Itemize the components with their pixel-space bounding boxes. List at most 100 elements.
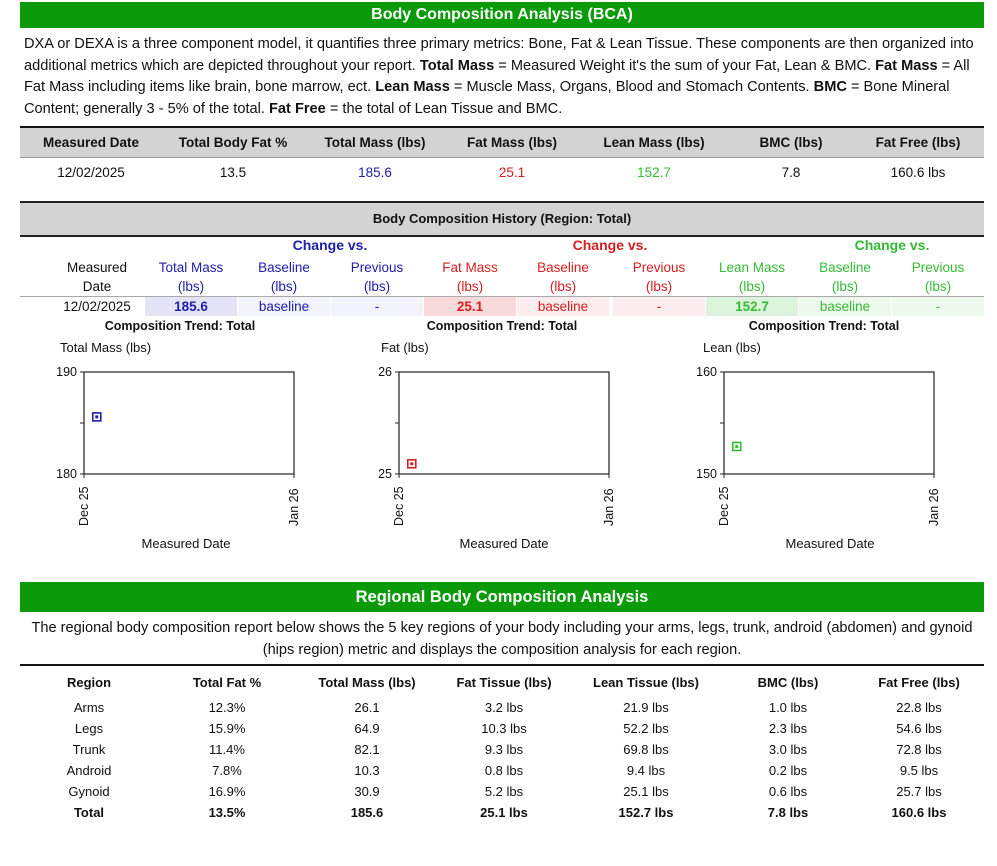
intro-paragraph: DXA or DEXA is a three component model, … <box>24 36 974 117</box>
x-tick-label: Dec 25 <box>392 486 406 526</box>
history-col-fat-baseline: Baseline (lbs) <box>537 260 589 294</box>
plot-frame <box>398 371 610 475</box>
x-tick-label: Jan 26 <box>927 488 941 526</box>
regional-cell-total-mass: 30.9 <box>354 784 380 799</box>
regional-cell-total-fat: 12.3% <box>208 700 246 715</box>
history-lean-previous: - <box>892 297 984 316</box>
y-tick-label: 150 <box>696 467 717 481</box>
history-col-date: Measured Date <box>66 260 128 294</box>
regional-cell-region: Trunk <box>72 742 106 757</box>
table-row: Legs 15.9% 64.9 10.3 lbs 52.2 lbs 2.3 lbs 54.6… <box>20 718 984 739</box>
summary-date: 12/02/2025 <box>57 164 125 180</box>
regional-header-row: Region Total Fat % Total Mass (lbs) Fat … <box>20 665 984 697</box>
regional-cell-bmc: 1.0 lbs <box>768 700 808 715</box>
regional-cell-fat-free: 160.6 lbs <box>891 805 947 820</box>
history-col-fat: Fat Mass (lbs) <box>442 260 498 294</box>
history-fat-baseline: baseline <box>517 297 609 316</box>
x-tick-label: Dec 25 <box>77 486 91 526</box>
regional-cell-total-mass: 82.1 <box>354 742 380 757</box>
summary-fat-mass: 25.1 <box>498 164 526 180</box>
history-total-baseline: baseline <box>238 297 330 316</box>
regional-cell-fat-tissue: 0.8 lbs <box>484 763 524 778</box>
history-divider <box>20 296 984 297</box>
chart-ylabel-fat: Fat (lbs) <box>381 340 429 355</box>
history-col-total: Total Mass (lbs) <box>158 260 224 294</box>
regional-cell-bmc: 3.0 lbs <box>768 742 808 757</box>
regional-cell-lean-tissue: 25.1 lbs <box>623 784 669 799</box>
chart-xlabel-fat: Measured Date <box>459 536 549 551</box>
regional-cell-fat-tissue: 9.3 lbs <box>484 742 524 757</box>
change-vs-lean: Change vs. <box>854 237 930 253</box>
summary-body-fat: 13.5 <box>219 164 247 180</box>
regional-cell-bmc: 0.6 lbs <box>768 784 808 799</box>
history-total-previous: - <box>331 297 423 316</box>
history-col-lean: Lean Mass (lbs) <box>718 260 786 294</box>
summary-row: 12/02/2025 13.5 185.6 25.1 152.7 7.8 160… <box>20 158 984 187</box>
regional-cell-total-mass: 185.6 <box>350 805 384 820</box>
regional-cell-fat-free: 22.8 lbs <box>896 700 942 715</box>
history-col-lean-baseline: Baseline (lbs) <box>819 260 871 294</box>
reg-col-total-fat: Total Fat % <box>192 674 262 690</box>
regional-cell-region: Total <box>73 805 105 820</box>
regional-cell-lean-tissue: 52.2 lbs <box>623 721 669 736</box>
data-point-center <box>735 444 739 448</box>
history-fat-previous: - <box>613 297 705 316</box>
col-total-mass: Total Mass (lbs) <box>304 126 446 158</box>
summary-table: Measured Date Total Body Fat % Total Mas… <box>20 126 984 186</box>
regional-cell-lean-tissue: 152.7 lbs <box>618 805 674 820</box>
regional-cell-total-mass: 10.3 <box>354 763 380 778</box>
history-lean-baseline: baseline <box>799 297 891 316</box>
regional-cell-fat-free: 72.8 lbs <box>896 742 942 757</box>
regional-cell-region: Android <box>66 763 112 778</box>
regional-cell-fat-free: 54.6 lbs <box>896 721 942 736</box>
change-vs-fat: Change vs. <box>572 237 648 253</box>
regional-table: Region Total Fat % Total Mass (lbs) Fat … <box>20 664 984 823</box>
regional-cell-fat-free: 9.5 lbs <box>899 763 939 778</box>
col-fat-free: Fat Free (lbs) <box>852 126 984 158</box>
summary-fat-free: 160.6 lbs <box>890 164 946 180</box>
summary-total-mass: 185.6 <box>358 164 392 180</box>
y-tick-label: 160 <box>696 365 717 379</box>
y-tick-label: 25 <box>378 467 392 481</box>
chart-title-fat: Composition Trend: Total <box>426 319 578 333</box>
chart-xlabel-lean: Measured Date <box>785 536 875 551</box>
regional-title: Regional Body Composition Analysis <box>20 582 984 612</box>
y-tick-label: 190 <box>56 365 77 379</box>
data-point-center <box>95 415 99 419</box>
plot-frame <box>83 371 295 475</box>
reg-col-lean-tissue: Lean Tissue (lbs) <box>593 674 699 690</box>
col-lean-mass: Lean Mass (lbs) <box>578 126 730 158</box>
history-date: 12/02/2025 <box>63 299 131 314</box>
regional-cell-region: Gynoid <box>68 784 110 799</box>
history-lean: 152.7 <box>706 297 798 316</box>
regional-cell-lean-tissue: 21.9 lbs <box>623 700 669 715</box>
regional-cell-total-mass: 26.1 <box>354 700 380 715</box>
regional-cell-total-mass: 64.9 <box>354 721 380 736</box>
chart-title-total: Composition Trend: Total <box>104 319 256 333</box>
data-point-center <box>410 462 414 466</box>
regional-cell-fat-tissue: 10.3 lbs <box>481 721 527 736</box>
summary-lean-mass: 152.7 <box>637 164 671 180</box>
regional-cell-lean-tissue: 69.8 lbs <box>623 742 669 757</box>
table-row: Arms 12.3% 26.1 3.2 lbs 21.9 lbs 1.0 lbs 22.8 … <box>20 697 984 718</box>
regional-cell-total-fat: 13.5% <box>208 805 246 820</box>
col-fat-mass: Fat Mass (lbs) <box>446 126 578 158</box>
regional-cell-region: Arms <box>73 700 105 715</box>
reg-col-bmc: BMC (lbs) <box>757 674 819 690</box>
chart-ylabel-total: Total Mass (lbs) <box>60 340 152 355</box>
y-tick-label: 26 <box>378 365 392 379</box>
regional-cell-fat-tissue: 3.2 lbs <box>484 700 524 715</box>
regional-cell-fat-free: 25.7 lbs <box>896 784 942 799</box>
table-row: Trunk 11.4% 82.1 9.3 lbs 69.8 lbs 3.0 lbs 72.8… <box>20 739 984 760</box>
history-col-lean-previous: Previous (lbs) <box>911 260 965 294</box>
x-tick-label: Jan 26 <box>602 488 616 526</box>
regional-cell-total-fat: 15.9% <box>208 721 246 736</box>
y-tick-label: 180 <box>56 467 77 481</box>
regional-cell-fat-tissue: 5.2 lbs <box>484 784 524 799</box>
regional-cell-total-fat: 7.8% <box>212 763 242 778</box>
table-row: Total 13.5% 185.6 25.1 lbs 152.7 lbs 7.8 lbs 1… <box>20 802 984 823</box>
x-tick-label: Dec 25 <box>717 486 731 526</box>
plot-frame <box>723 371 935 475</box>
report-title: Body Composition Analysis (BCA) <box>20 2 984 28</box>
